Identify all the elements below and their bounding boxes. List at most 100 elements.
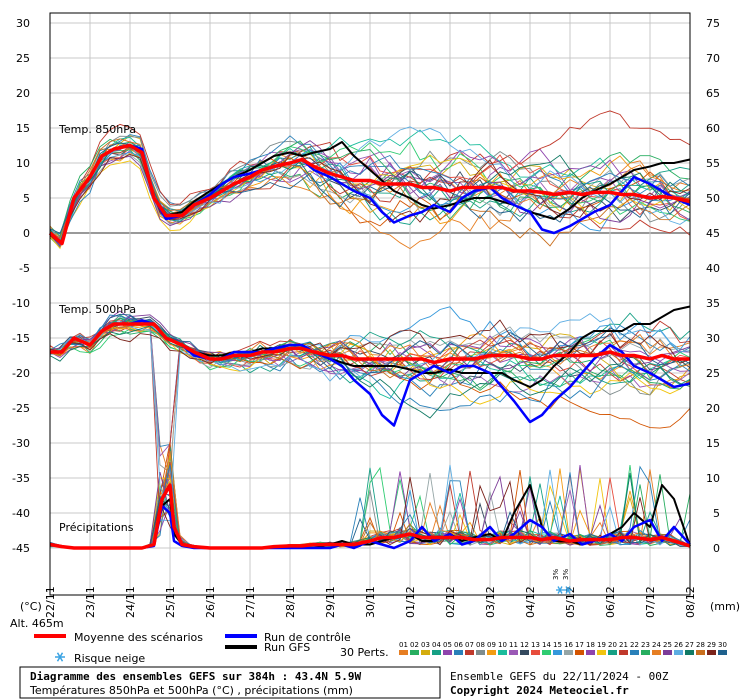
- right-tick-label: 55: [706, 157, 720, 170]
- precip-panel-label: Précipitations: [59, 521, 134, 534]
- pert-number: 22: [630, 641, 639, 649]
- footer-subtitle: Températures 850hPa et 500hPa (°C) , pré…: [29, 684, 353, 697]
- right-tick-label: 60: [706, 122, 720, 135]
- left-tick-label: 20: [16, 87, 30, 100]
- highlighted-series: [48, 141, 691, 550]
- right-tick-label: 65: [706, 87, 720, 100]
- right-tick-label: 40: [706, 262, 720, 275]
- pert-swatch: [597, 650, 606, 655]
- altitude-label: Alt. 465m: [10, 617, 64, 630]
- x-tick-label: 08/12: [684, 586, 697, 618]
- pert-number: 12: [520, 641, 529, 649]
- pert-number: 25: [663, 641, 672, 649]
- left-tick-label: -20: [12, 367, 30, 380]
- pert-number: 24: [652, 641, 661, 649]
- snowflake-icon: [55, 652, 65, 662]
- pert-number: 05: [443, 641, 452, 649]
- legend-gfs-label: Run GFS: [264, 641, 310, 654]
- mean-t850-line: [48, 143, 691, 246]
- t500-panel-label: Temp. 500hPa: [58, 303, 136, 316]
- legend-mean-swatch: [34, 634, 66, 638]
- pert-number: 27: [685, 641, 694, 649]
- member-t500-line: [49, 314, 691, 380]
- pert-swatch: [487, 650, 496, 655]
- x-tick-label: 07/12: [644, 586, 657, 618]
- left-tick-label: 30: [16, 17, 30, 30]
- x-tick-label: 23/11: [84, 586, 97, 618]
- pert-swatch: [531, 650, 540, 655]
- left-tick-label: -25: [12, 402, 30, 415]
- x-tick-label: 24/11: [124, 586, 137, 618]
- member-t850-line: [49, 154, 691, 250]
- pert-number: 06: [454, 641, 463, 649]
- right-axis-unit: (mm): [710, 600, 740, 613]
- right-tick-label: 0: [713, 542, 720, 555]
- pert-number: 26: [674, 641, 683, 649]
- right-tick-label: 35: [706, 297, 720, 310]
- snowflake-stroke: [557, 586, 563, 594]
- pert-swatch: [641, 650, 650, 655]
- plot-frame: [49, 12, 691, 596]
- pert-number: 02: [410, 641, 419, 649]
- right-tick-label: 20: [706, 402, 720, 415]
- pert-swatch: [685, 650, 694, 655]
- right-tick-label: 5: [713, 507, 720, 520]
- pert-swatch: [575, 650, 584, 655]
- left-tick-label: 10: [16, 157, 30, 170]
- pert-swatch: [410, 650, 419, 655]
- pert-number: 20: [608, 641, 617, 649]
- right-tick-label: 75: [706, 17, 720, 30]
- pert-number: 03: [421, 641, 430, 649]
- left-axis-unit: (°C): [20, 600, 42, 613]
- pert-swatch: [465, 650, 474, 655]
- member-t850-line: [49, 138, 691, 247]
- pert-number: 14: [542, 641, 551, 649]
- snow-risk-marker: 3% 3%: [552, 569, 572, 594]
- right-tick-label: 10: [706, 472, 720, 485]
- right-tick-label: 30: [706, 332, 720, 345]
- pert-swatch: [674, 650, 683, 655]
- legend-mean-label: Moyenne des scénarios: [74, 631, 203, 644]
- legend-control-label: Run de contrôle: [264, 631, 351, 644]
- pert-number: 13: [531, 641, 540, 649]
- pert-swatch: [652, 650, 661, 655]
- pert-swatch: [454, 650, 463, 655]
- member-t500-line: [49, 326, 691, 405]
- pert-swatch: [443, 650, 452, 655]
- legend: Moyenne des scénarios Run de contrôle Ru…: [34, 631, 727, 665]
- pert-number: 11: [509, 641, 518, 649]
- pert-number: 28: [696, 641, 705, 649]
- snowflake-stroke: [565, 586, 571, 594]
- pert-swatch: [718, 650, 727, 655]
- pert-swatch: [476, 650, 485, 655]
- legend-perts-label: 30 Perts.: [340, 646, 389, 659]
- pert-number: 15: [553, 641, 562, 649]
- x-tick-label: 22/11: [44, 586, 57, 618]
- right-tick-label: 45: [706, 227, 720, 240]
- member-t850-line: [49, 140, 691, 248]
- member-t500-line: [49, 313, 691, 517]
- pert-number: 18: [586, 641, 595, 649]
- x-tick-label: 05/12: [564, 586, 577, 618]
- member-t500-line: [49, 325, 691, 419]
- pert-number: 30: [718, 641, 727, 649]
- snow-risk-percent: 3%: [552, 569, 560, 580]
- pert-number: 10: [498, 641, 507, 649]
- pert-swatch: [542, 650, 551, 655]
- member-t500-line: [49, 319, 691, 365]
- right-tick-label: 25: [706, 367, 720, 380]
- axes: 302520151050-5-10-15-20-25-30-35-40-4575…: [12, 12, 720, 618]
- pert-swatch: [509, 650, 518, 655]
- x-tick-label: 30/11: [364, 586, 377, 618]
- pert-number: 08: [476, 641, 485, 649]
- x-tick-label: 29/11: [324, 586, 337, 618]
- x-tick-label: 02/12: [444, 586, 457, 618]
- pert-swatch: [586, 650, 595, 655]
- pert-swatch: [663, 650, 672, 655]
- x-tick-label: 26/11: [204, 586, 217, 618]
- mean-precip-line: [49, 483, 691, 550]
- left-tick-label: -40: [12, 507, 30, 520]
- snow-risk-percent: 3%: [562, 569, 570, 580]
- member-t500-line: [49, 322, 691, 370]
- x-tick-label: 27/11: [244, 586, 257, 618]
